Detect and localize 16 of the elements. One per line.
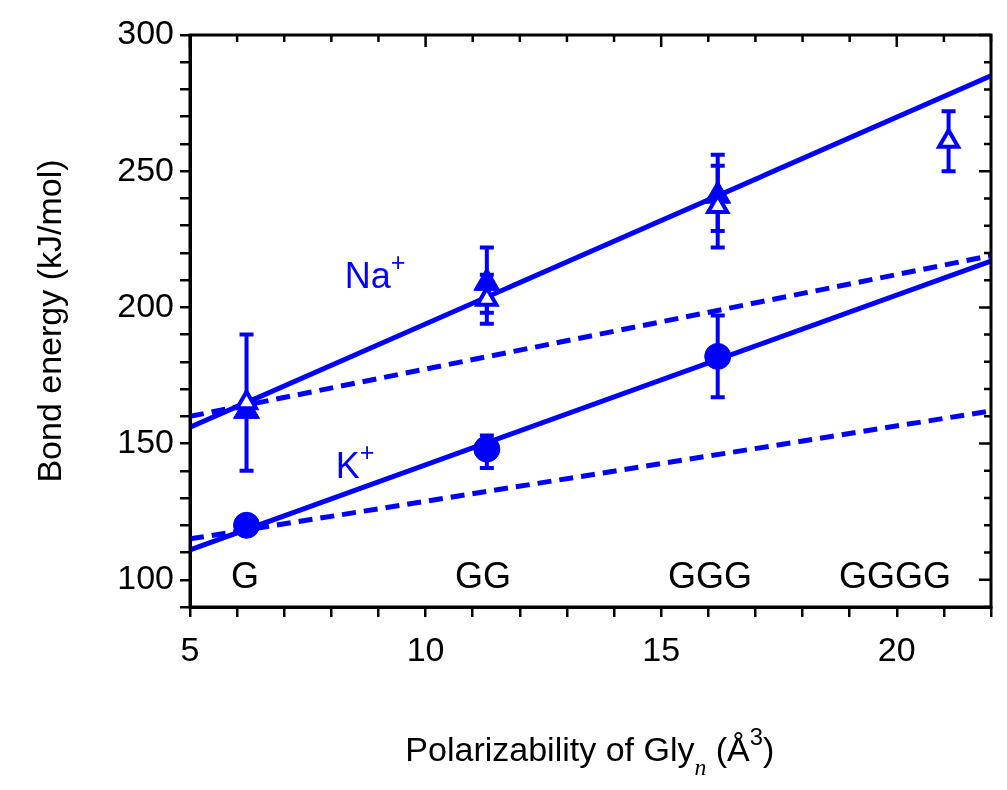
annotation: K+ bbox=[335, 437, 375, 486]
y-axis-title: Bond energy (kJ/mol) bbox=[30, 159, 69, 483]
x-tick-label: 15 bbox=[642, 629, 681, 668]
annotation: GGGG bbox=[839, 554, 952, 596]
y-tick-label: 100 bbox=[117, 558, 174, 597]
annotation: GGG bbox=[668, 554, 753, 596]
x-tick-label: 20 bbox=[877, 629, 916, 668]
y-tick-label: 200 bbox=[117, 285, 174, 324]
y-tick-label: 250 bbox=[117, 149, 174, 188]
annotation: Na+ bbox=[344, 247, 406, 296]
y-tick-label: 150 bbox=[117, 421, 174, 460]
x-tick-label: 10 bbox=[406, 629, 445, 668]
x-tick-label: 5 bbox=[180, 629, 200, 668]
annotation: G bbox=[231, 554, 260, 596]
annotation: GG bbox=[455, 554, 512, 596]
y-tick-label: 300 bbox=[117, 13, 174, 52]
